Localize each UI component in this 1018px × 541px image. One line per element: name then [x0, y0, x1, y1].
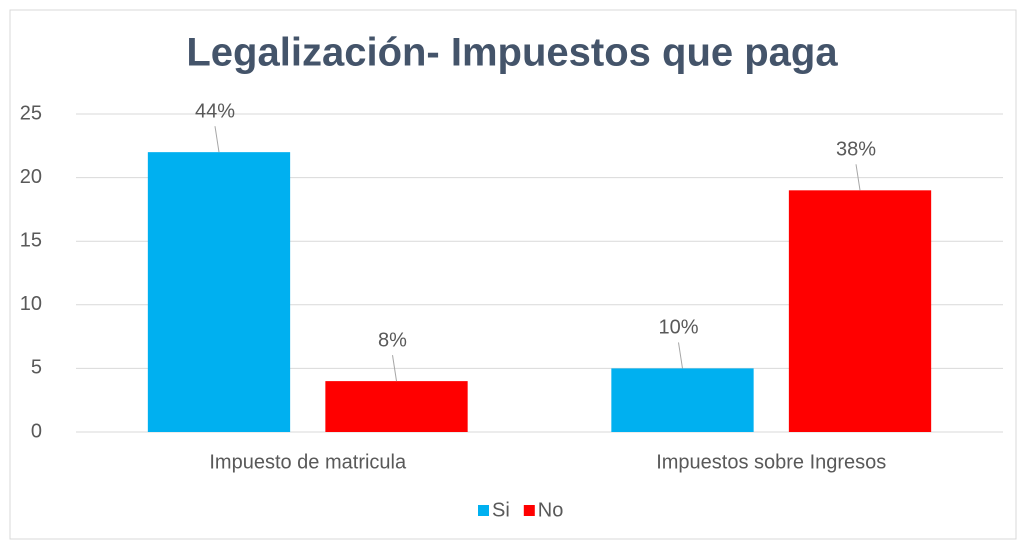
y-tick-label: 20: [20, 166, 42, 188]
y-tick-label: 0: [31, 420, 42, 442]
leader-line: [392, 355, 398, 382]
data-label: 10%: [658, 317, 698, 339]
legend-label: No: [538, 499, 564, 521]
x-tick-label: Impuestos sobre Ingresos: [656, 451, 886, 473]
legend-label: Si: [492, 499, 510, 521]
y-tick-label: 15: [20, 229, 42, 251]
legend-swatch: [523, 505, 535, 516]
leader-line: [855, 164, 861, 191]
bar: [788, 190, 932, 432]
data-label: 8%: [378, 329, 407, 351]
data-label: 38%: [836, 139, 876, 161]
bar: [147, 152, 291, 432]
leader-line: [214, 126, 220, 153]
y-tick-label: 25: [20, 102, 42, 124]
legend-swatch: [478, 505, 489, 516]
leader-line: [677, 342, 683, 369]
y-tick-label: 10: [20, 293, 42, 315]
x-tick-label: Impuesto de matricula: [209, 451, 407, 473]
data-label: 44%: [195, 100, 235, 122]
chart-title: Legalización- Impuestos que paga: [186, 31, 838, 75]
y-tick-label: 5: [31, 357, 42, 379]
bar: [611, 368, 754, 432]
bar: [325, 381, 468, 432]
